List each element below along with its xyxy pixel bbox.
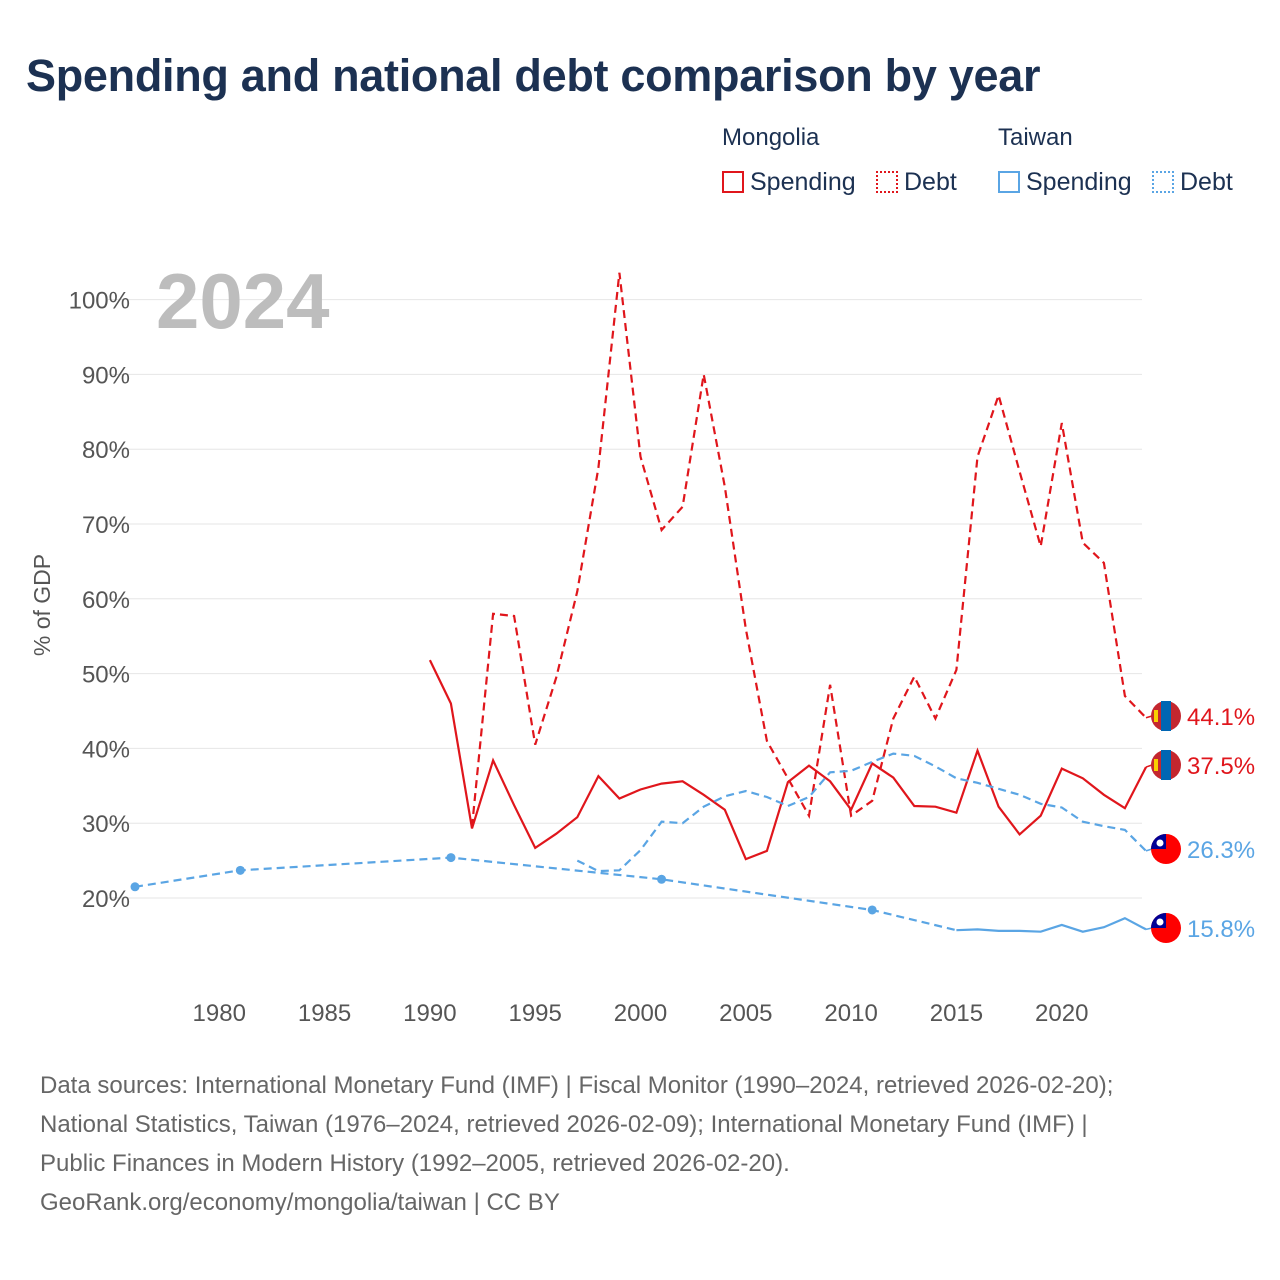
taiwan-spending-end-label: 15.8% [1187, 916, 1255, 943]
mongolia-debt-leader [1145, 715, 1153, 719]
mongolia-spending-line [428, 659, 1147, 861]
mongolia-flag-soyombo [1154, 759, 1158, 771]
y-tick-label: 20% [82, 886, 130, 913]
y-tick-label: 30% [82, 811, 130, 838]
footer-sources-line-2: National Statistics, Taiwan (1976–2024, … [40, 1111, 1088, 1138]
y-tick-label: 80% [82, 437, 130, 464]
dotted-line-swatch-icon [1152, 171, 1174, 193]
mongolia-debt-end-label: 44.1% [1187, 704, 1255, 731]
taiwan-flag-sun [1156, 839, 1164, 847]
legend-mongolia-spending-label: Spending [750, 168, 856, 196]
mongolia-flag-stripe [1161, 701, 1171, 731]
x-tick-label: 1985 [298, 1000, 351, 1027]
taiwan-flag-sun [1156, 918, 1164, 926]
taiwan-debt-line [576, 752, 1147, 873]
legend-taiwan-spending-label: Spending [1026, 168, 1132, 196]
legend-mongolia-debt-label: Debt [904, 168, 957, 196]
y-axis-label: % of GDP [29, 554, 55, 656]
taiwan-spending-leader [1145, 927, 1153, 931]
line-chart: 20% 30% 40% 50% 60% 70% 80% 90% 100% 1980 1985 1990… [29, 272, 1255, 1027]
legend-taiwan-debt-label: Debt [1180, 168, 1233, 196]
footer: Data sources: International Monetary Fun… [40, 1066, 1113, 1222]
y-tick-label: 50% [82, 662, 130, 689]
mongolia-spending-leader [1145, 764, 1153, 768]
mongolia-flag-stripe [1161, 750, 1171, 780]
y-tick-label: 100% [69, 288, 130, 315]
x-tick-label: 1990 [403, 1000, 456, 1027]
taiwan-spending-point [235, 865, 245, 875]
footer-attribution-link[interactable]: GeoRank.org/economy/mongolia/taiwan | CC… [40, 1189, 560, 1216]
mongolia-flag-soyombo [1154, 710, 1158, 722]
taiwan-spending-point [130, 882, 140, 892]
x-tick-label: 1995 [508, 1000, 561, 1027]
x-tick-label: 2015 [930, 1000, 983, 1027]
legend-mongolia: Mongolia Spending Debt [722, 124, 957, 196]
taiwan-spending-point [657, 874, 667, 884]
footer-sources-line-3: Public Finances in Modern History (1992–… [40, 1150, 790, 1177]
legend-taiwan-debt[interactable]: Debt [1152, 168, 1233, 197]
legend-taiwan-spending[interactable]: Spending [998, 168, 1132, 197]
x-tick-label: 2005 [719, 1000, 772, 1027]
legend-taiwan-title: Taiwan [998, 124, 1073, 151]
footer-sources-line-1: Data sources: International Monetary Fun… [40, 1072, 1114, 1099]
x-tick-label: 1980 [193, 1000, 246, 1027]
legend-taiwan: Taiwan Spending Debt [998, 124, 1233, 196]
solid-line-swatch-icon [722, 171, 744, 193]
taiwan-spending-point [867, 905, 877, 915]
taiwan-spending-line [956, 916, 1147, 933]
legend-mongolia-spending[interactable]: Spending [722, 168, 856, 197]
mongolia-spending-end-label: 37.5% [1187, 753, 1255, 780]
y-tick-label: 60% [82, 587, 130, 614]
y-tick-label: 40% [82, 736, 130, 763]
x-tick-label: 2010 [824, 1000, 877, 1027]
dotted-line-swatch-icon [876, 171, 898, 193]
taiwan-debt-leader [1145, 848, 1153, 852]
chart-title: Spending and national debt comparison by… [26, 50, 1041, 101]
taiwan-spending-line-interpolated [134, 856, 957, 932]
mongolia-debt-line [470, 272, 1147, 828]
taiwan-spending-point [446, 853, 456, 863]
y-tick-label: 70% [82, 512, 130, 539]
x-tick-label: 2020 [1035, 1000, 1088, 1027]
year-watermark: 2024 [156, 257, 330, 345]
taiwan-debt-end-label: 26.3% [1187, 837, 1255, 864]
y-tick-label: 90% [82, 362, 130, 389]
x-tick-label: 2000 [614, 1000, 667, 1027]
legend-mongolia-debt[interactable]: Debt [876, 168, 957, 197]
solid-line-swatch-icon [998, 171, 1020, 193]
legend-mongolia-title: Mongolia [722, 124, 820, 151]
